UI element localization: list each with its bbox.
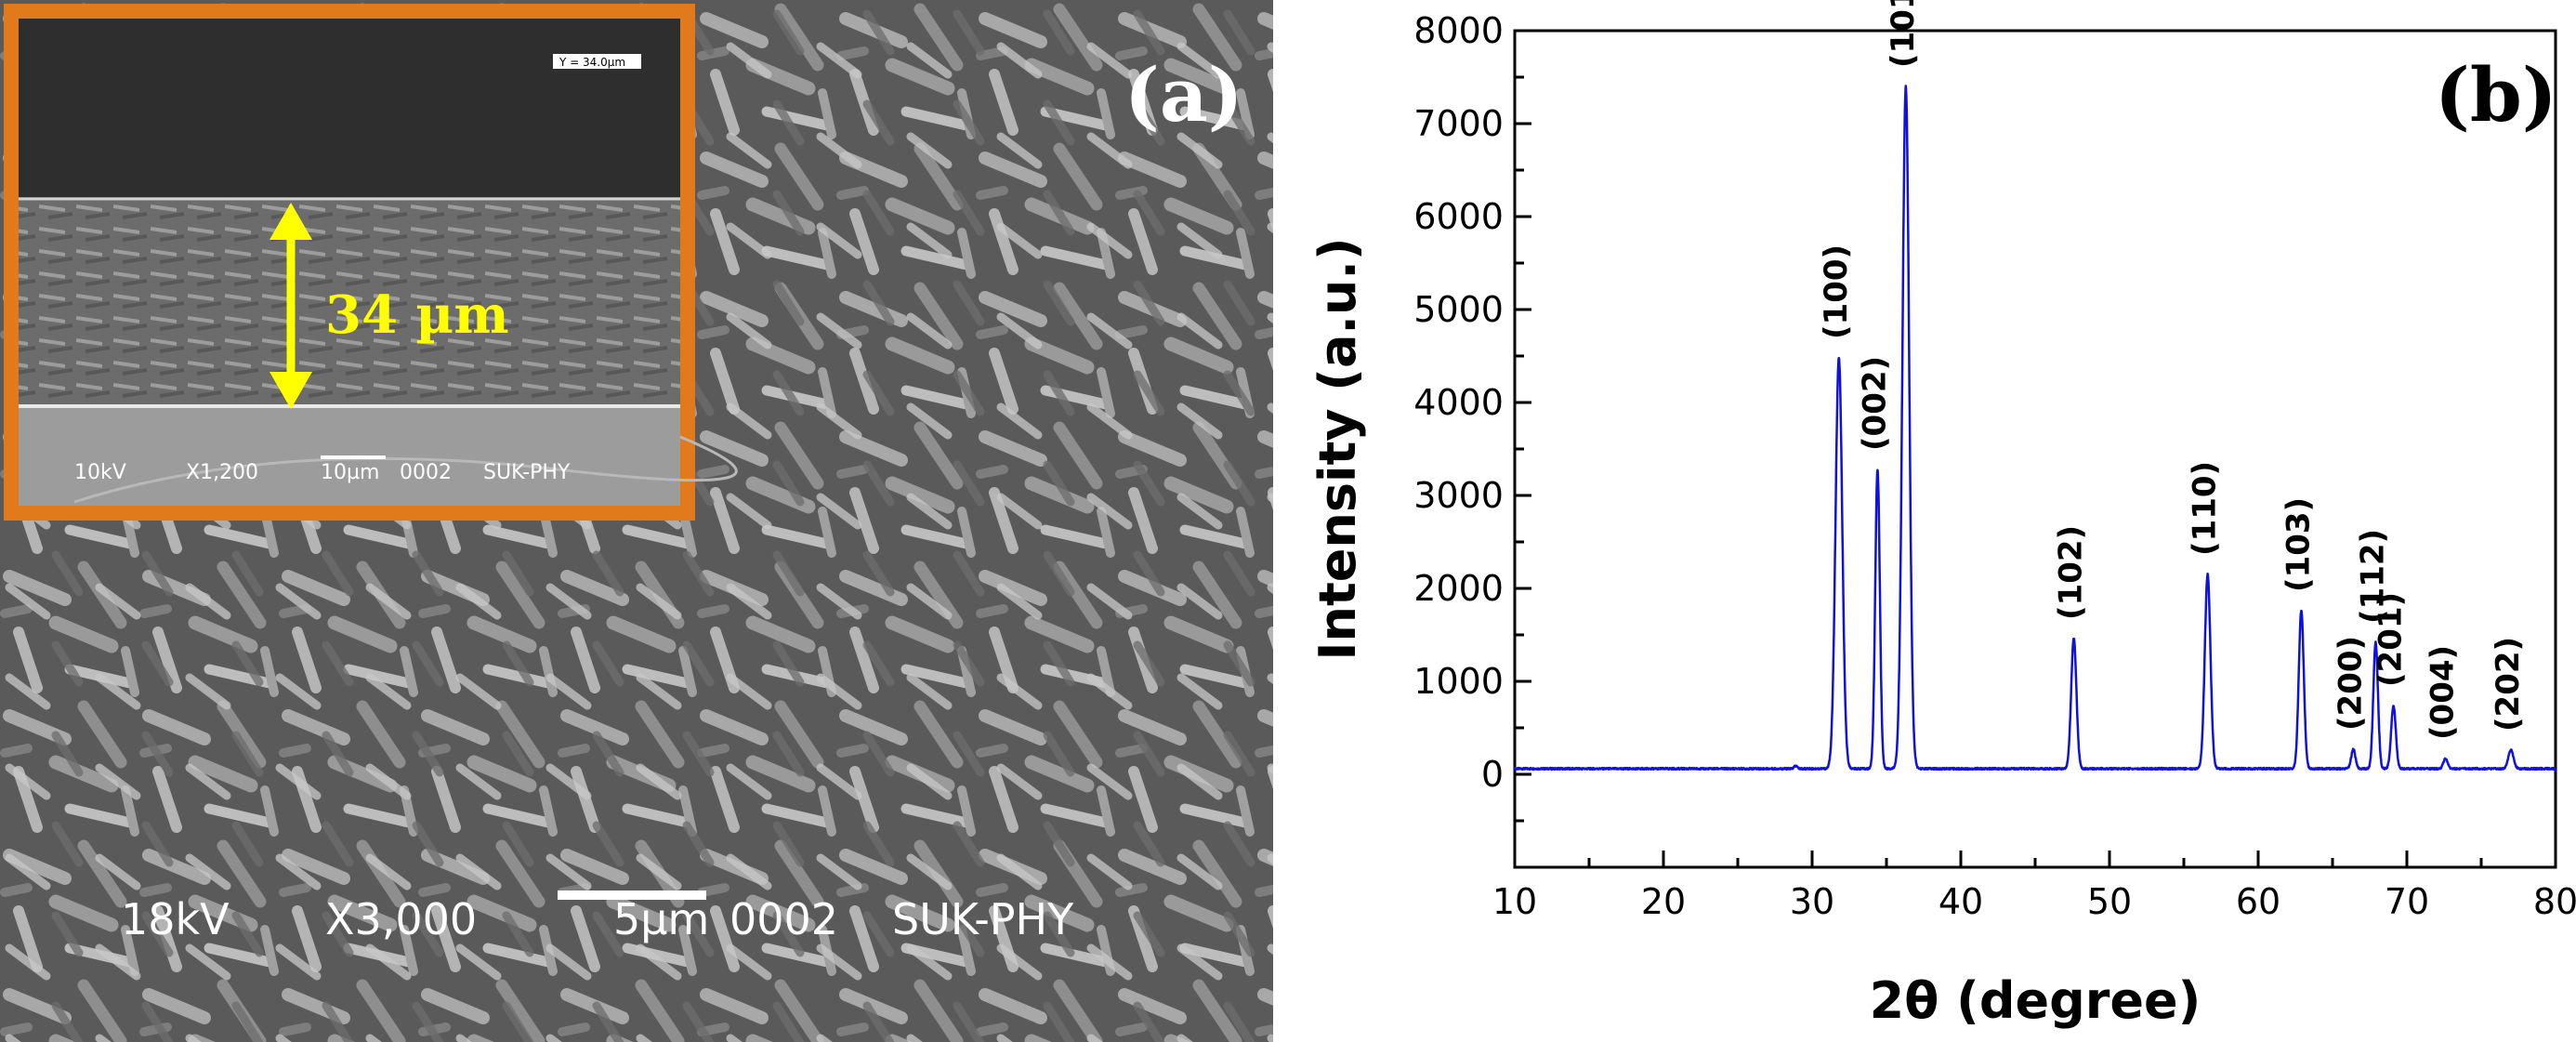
sem-voltage: 18kV xyxy=(121,894,230,944)
inset-voltage: 10kV xyxy=(74,461,126,484)
y-tick-label: 2000 xyxy=(1413,568,1504,609)
peak-label: (200) xyxy=(2332,636,2369,731)
sem-frame-number: 0002 xyxy=(729,894,838,944)
inset-measure-label: Y = 34.0µm xyxy=(559,56,625,69)
y-tick-label: 5000 xyxy=(1413,289,1504,330)
peak-label: (112) xyxy=(2354,529,2391,624)
chart-panel-label: (b) xyxy=(2435,51,2557,138)
y-tick-label: 4000 xyxy=(1413,382,1504,423)
x-tick-label: 80 xyxy=(2533,881,2576,922)
y-tick-label: 7000 xyxy=(1413,103,1504,144)
peak-label: (102) xyxy=(2053,525,2090,620)
peak-label: (110) xyxy=(2187,461,2224,556)
x-tick-label: 50 xyxy=(2087,881,2132,922)
sem-magnification: X3,000 xyxy=(325,894,477,944)
x-tick-label: 10 xyxy=(1492,881,1537,922)
peak-label: (101) xyxy=(1885,0,1922,68)
y-axis-title: Intensity (a.u.) xyxy=(1308,237,1367,660)
sem-lab-id: SUK-PHY xyxy=(892,894,1074,944)
x-tick-label: 60 xyxy=(2236,881,2280,922)
sem-inset: Y = 34.0µm 34 µm 10kV X1,200 10µm 0002 S… xyxy=(4,4,738,521)
y-tick-label: 6000 xyxy=(1413,196,1504,237)
x-axis-title: 2θ (degree) xyxy=(1870,971,2201,1030)
peak-label: (002) xyxy=(1856,356,1893,451)
inset-frame-number: 0002 xyxy=(400,461,452,484)
sem-panel-label: (a) xyxy=(1124,51,1243,138)
xrd-chart: 10 20 30 40 50 60 70 80 0 1000 2000 3000 4000 5000 60… xyxy=(1308,0,2576,1030)
x-tick-label: 30 xyxy=(1790,881,1834,922)
inset-magnification: X1,200 xyxy=(186,461,258,484)
peak-label: (202) xyxy=(2490,637,2527,732)
y-tick-label: 1000 xyxy=(1413,661,1504,702)
x-tick-label: 40 xyxy=(1939,881,1983,922)
film-cross-section xyxy=(19,197,680,406)
y-tick-label: 8000 xyxy=(1413,10,1504,51)
peak-label: (201) xyxy=(2372,592,2410,687)
inset-lab-id: SUK-PHY xyxy=(483,461,571,484)
sem-info-bar: 18kV X3,000 5µm 0002 SUK-PHY xyxy=(121,890,1074,944)
inset-info-bar: 10kV X1,200 10µm 0002 SUK-PHY xyxy=(74,455,571,484)
thickness-arrow xyxy=(269,203,312,409)
sem-scale-label: 5µm xyxy=(613,894,709,944)
y-axis: 0 1000 2000 3000 4000 5000 6000 7000 8000 xyxy=(1413,10,1531,869)
inset-scale-label: 10µm xyxy=(321,461,379,484)
y-tick-label: 0 xyxy=(1481,754,1504,795)
thickness-label: 34 µm xyxy=(325,284,509,346)
y-tick-label: 3000 xyxy=(1413,475,1504,516)
peak-label: (100) xyxy=(1818,244,1855,339)
peak-label: (004) xyxy=(2425,645,2462,740)
sem-scale-bar xyxy=(558,890,706,900)
inset-scale-bar xyxy=(321,455,386,459)
x-tick-label: 70 xyxy=(2385,881,2429,922)
x-tick-label: 20 xyxy=(1641,881,1686,922)
inset-border xyxy=(4,4,695,521)
xrd-pattern-line xyxy=(1513,85,2556,772)
peak-label: (103) xyxy=(2280,497,2317,592)
plot-frame xyxy=(1513,29,2557,869)
peak-labels: (100)(002) (101) (102) (110) (103) (200) (112)… xyxy=(1818,0,2527,740)
x-axis: 10 20 30 40 50 60 70 80 xyxy=(1492,851,2576,922)
sem-panel: (a) 18kV X3,000 5µm 0002 SUK-PHY Y = 34.… xyxy=(0,0,1273,1042)
inset-measure-box xyxy=(553,54,641,69)
